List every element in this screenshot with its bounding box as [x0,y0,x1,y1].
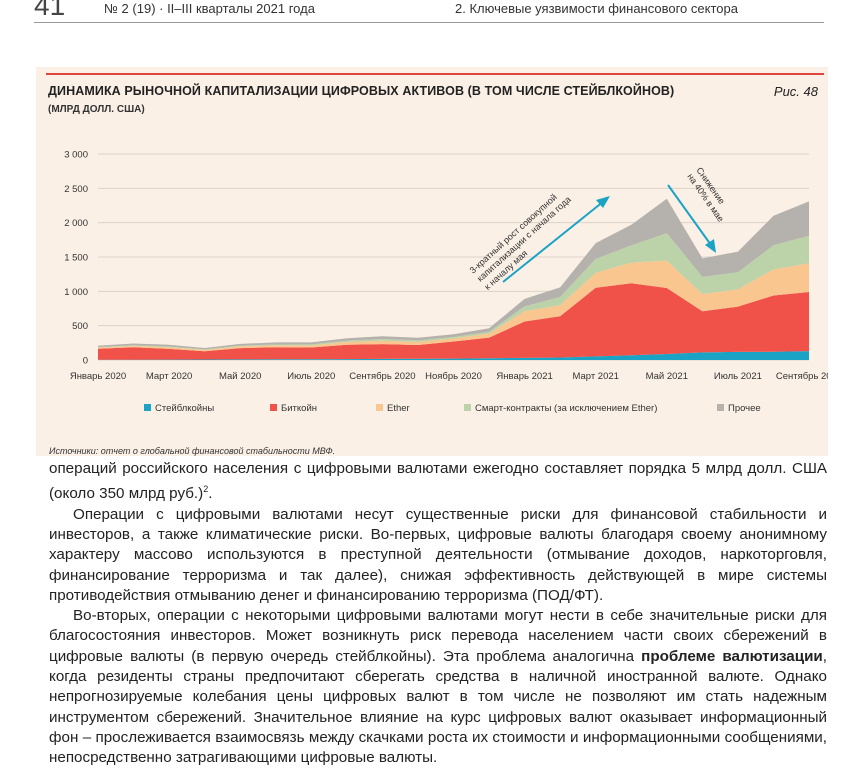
figure-top-rule [46,73,824,75]
growth-arrow-line [502,200,605,283]
issue-label: № 2 (19) · II–III кварталы 2021 года [104,1,315,16]
area-series [98,233,809,350]
y-tick-label: 2 000 [64,218,88,229]
page-header: 41 № 2 (19) · II–III кварталы 2021 года … [0,0,867,26]
footnote-ref: 2 [203,484,209,495]
figure-source: Источники: отчет о глобальной финансовой… [49,446,336,456]
paragraph-2: Операции с цифровыми валютами несут суще… [49,505,827,604]
legend-swatch [270,404,277,411]
x-tick-label: Март 2020 [146,371,193,382]
y-tick-label: 0 [83,356,88,367]
paragraph-1-text: операций российского населения с цифровы… [49,460,827,503]
legend-swatch [376,404,383,411]
drop-annotation: Снижениена 40% в мае [685,165,735,223]
y-tick-label: 1 000 [64,287,88,298]
legend-label: Стейблкойны [155,403,214,414]
x-tick-label: Сентябрь 2020 [349,371,415,382]
figure-panel: ДИНАМИКА РЫНОЧНОЙ КАПИТАЛИЗАЦИИ ЦИФРОВЫХ… [36,67,828,456]
section-title: 2. Ключевые уязвимости финансового секто… [455,1,738,16]
drop-arrow-line [667,184,712,246]
drop-arrow-head [705,239,716,253]
x-tick-label: Январь 2020 [70,371,126,382]
legend-label: Прочее [728,403,761,414]
paragraph-1-end: . [208,485,213,503]
area-series [98,351,809,360]
area-series [98,198,809,350]
y-tick-label: 2 500 [64,184,88,195]
header-divider [34,22,824,23]
legend-label: Ether [387,403,410,414]
figure-units: (МЛРД ДОЛЛ. США) [48,104,145,115]
legend-swatch [464,404,471,411]
x-tick-label: Май 2021 [646,371,688,382]
page-number: 41 [34,0,66,21]
x-tick-label: Март 2021 [572,371,619,382]
growth-arrow-head [596,196,610,208]
legend-swatch [144,404,151,411]
y-tick-label: 3 000 [64,150,88,161]
growth-annotation: 3-кратный рост совокупнойкапитализации с… [468,186,581,292]
figure-title: ДИНАМИКА РЫНОЧНОЙ КАПИТАЛИЗАЦИИ ЦИФРОВЫХ… [48,84,675,98]
x-tick-label: Июль 2020 [287,371,335,382]
x-tick-label: Январь 2021 [496,371,552,382]
legend-label: Биткойн [281,403,317,414]
x-tick-label: Ноябрь 2020 [425,371,482,382]
legend-swatch [717,404,724,411]
paragraph-3: Во-вторых, операции с некоторыми цифровы… [49,606,827,768]
paragraph-1: операций российского населения с цифровы… [49,459,827,505]
y-tick-label: 500 [72,321,88,332]
x-tick-label: Июль 2021 [714,371,762,382]
x-tick-label: Сентябрь 2021 [776,371,828,382]
x-tick-label: Май 2020 [219,371,261,382]
capitalization-chart: 3 000 2 500 2 000 1 500 1 000 500 0 Январь 2020… [64,150,828,415]
paragraph-3-text-a: Во-вторых, операции с некоторыми цифровы… [49,607,827,665]
paragraph-3-bold: проблеме валютизации [641,647,823,665]
y-tick-label: 1 500 [64,253,88,264]
paragraph-3-text-b: , когда резиденты страны предпочитают сб… [49,647,827,767]
legend-label: Смарт-контракты (за исключением Ether) [475,403,657,414]
body-text: операций российского населения с цифровы… [49,459,827,769]
figure-label: Рис. 48 [773,84,818,99]
area-series [98,283,809,360]
